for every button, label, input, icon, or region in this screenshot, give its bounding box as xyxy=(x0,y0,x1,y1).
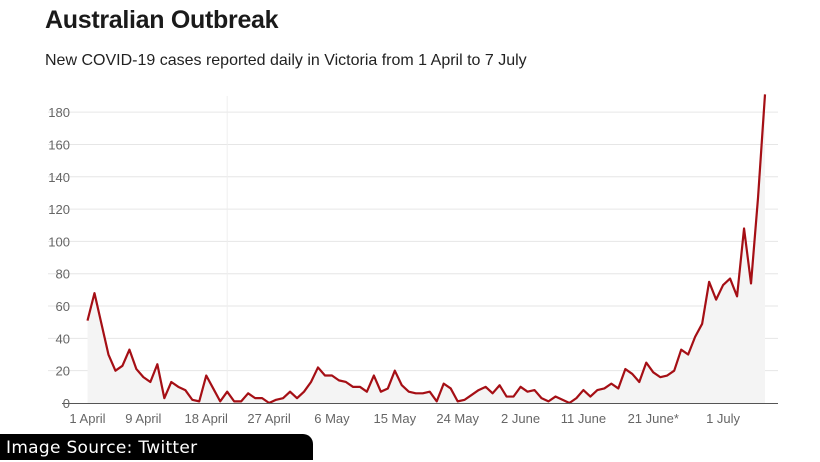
x-axis-ticks: 1 April 9 April 18 April 27 April 6 May 15 Ma… xyxy=(69,411,740,426)
x-tick-label: 11 June xyxy=(561,411,606,426)
y-tick-label: 60 xyxy=(56,299,70,314)
x-tick-label: 18 April xyxy=(185,411,228,426)
area-fill xyxy=(87,94,765,403)
y-tick-label: 120 xyxy=(48,202,70,217)
y-tick-label: 160 xyxy=(48,137,70,152)
y-tick-label: 180 xyxy=(48,105,70,120)
x-tick-label: 27 April xyxy=(247,411,290,426)
y-tick-label: 40 xyxy=(56,331,70,346)
y-axis-ticks: 0 20 40 60 80 100 120 140 160 180 xyxy=(48,105,70,411)
series-line xyxy=(86,94,767,405)
x-tick-label: 9 April xyxy=(125,411,161,426)
y-tick-label: 80 xyxy=(56,267,70,282)
y-tick-label: 140 xyxy=(48,170,70,185)
image-source-credit: Image Source: Twitter xyxy=(0,434,313,460)
x-tick-label: 15 May xyxy=(373,411,416,426)
x-tick-label: 21 June* xyxy=(628,411,679,426)
x-tick-label: 6 May xyxy=(314,411,350,426)
y-tick-label: 100 xyxy=(48,234,70,249)
chart-title: Australian Outbreak xyxy=(45,6,279,34)
x-tick-label: 1 July xyxy=(706,411,740,426)
x-tick-label: 2 June xyxy=(501,411,540,426)
y-tick-label: 20 xyxy=(56,364,70,379)
x-tick-label: 24 May xyxy=(436,411,479,426)
gridlines xyxy=(48,111,778,372)
chart-subtitle: New COVID-19 cases reported daily in Vic… xyxy=(45,52,527,69)
x-tick-label: 1 April xyxy=(69,411,105,426)
y-tick-label: 0 xyxy=(63,396,70,411)
